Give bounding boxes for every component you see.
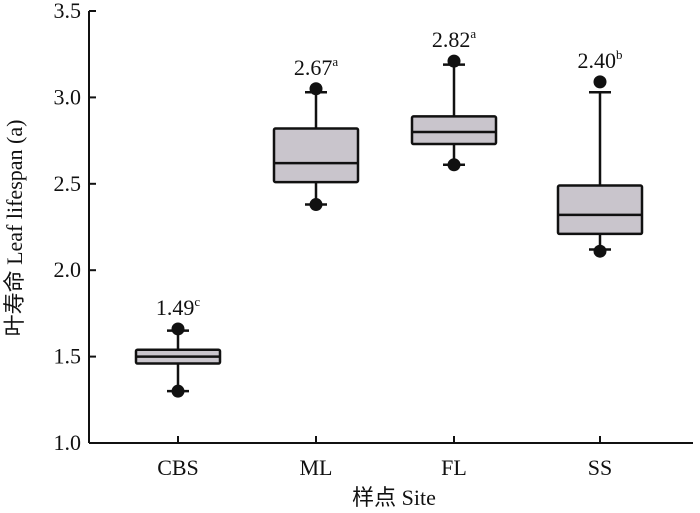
y-tick-label: 2.5 bbox=[54, 171, 82, 196]
outlier-point bbox=[593, 244, 607, 258]
mean-value: 2.82 bbox=[432, 27, 471, 52]
x-tick-label: SS bbox=[588, 455, 612, 480]
box-cbs: 1.49c bbox=[134, 294, 222, 398]
outlier-point bbox=[171, 384, 185, 398]
outlier-point bbox=[593, 75, 607, 89]
mean-value: 1.49 bbox=[156, 295, 195, 320]
mean-value: 2.40 bbox=[578, 48, 617, 73]
x-tick-label: FL bbox=[441, 455, 467, 480]
significance-letter: a bbox=[470, 26, 476, 41]
y-tick-label: 3.0 bbox=[54, 84, 82, 109]
mean-label: 1.49c bbox=[156, 294, 201, 320]
mean-label: 2.67a bbox=[294, 54, 339, 80]
x-tick-label: ML bbox=[300, 455, 333, 480]
x-axis-title: 样点 Site bbox=[352, 485, 436, 510]
x-tick-label: CBS bbox=[157, 455, 199, 480]
significance-letter: b bbox=[616, 47, 623, 62]
axes: 1.0 1.5 2.0 2.5 3.0 3.5 CBS ML FL SS bbox=[54, 0, 693, 480]
mean-label: 2.82a bbox=[432, 26, 477, 52]
outlier-point bbox=[309, 198, 323, 212]
y-tick-label: 1.0 bbox=[54, 430, 82, 455]
interquartile-box bbox=[410, 115, 498, 146]
significance-letter: c bbox=[194, 294, 200, 309]
outlier-point bbox=[447, 158, 461, 172]
y-tick-label: 1.5 bbox=[54, 344, 82, 369]
box-ss: 2.40b bbox=[556, 47, 644, 258]
significance-letter: a bbox=[332, 54, 338, 69]
box-fl: 2.82a bbox=[410, 26, 498, 172]
y-tick-label: 2.0 bbox=[54, 257, 82, 282]
y-axis-title: 叶寿命 Leaf lifespan (a) bbox=[2, 120, 27, 337]
box-ml: 2.67a bbox=[272, 54, 360, 212]
outlier-point bbox=[447, 54, 461, 68]
interquartile-box bbox=[272, 127, 360, 184]
mean-value: 2.67 bbox=[294, 55, 333, 80]
outlier-point bbox=[309, 82, 323, 96]
mean-label: 2.40b bbox=[578, 47, 623, 73]
interquartile-box bbox=[556, 184, 644, 236]
y-tick-label: 3.5 bbox=[54, 0, 82, 23]
outlier-point bbox=[171, 322, 185, 336]
